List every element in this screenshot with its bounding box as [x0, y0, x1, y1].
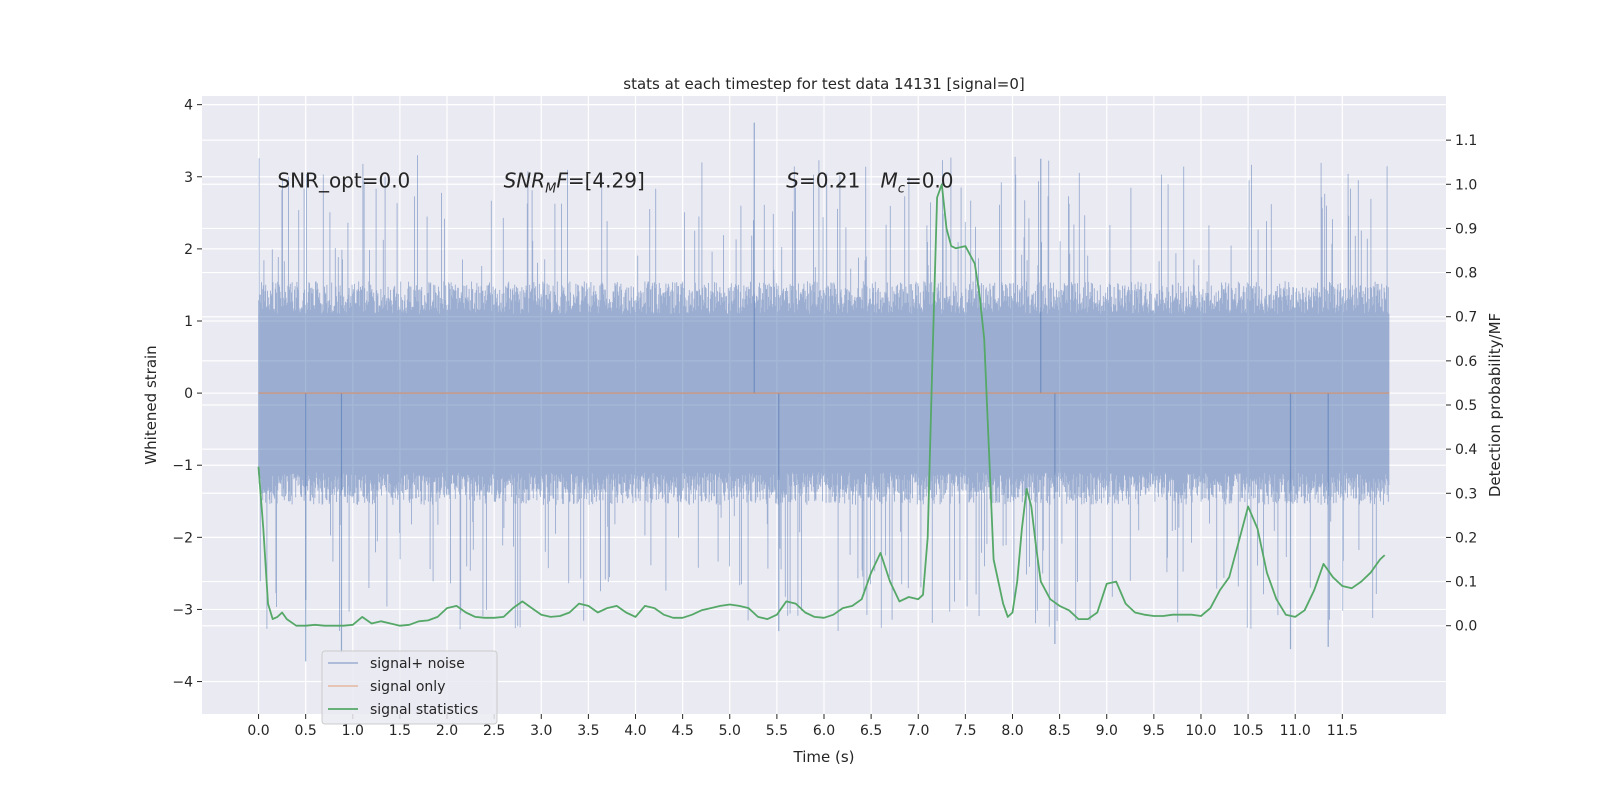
y-right-tick-label: 0.1	[1455, 575, 1477, 591]
x-tick-label: 7.5	[954, 723, 976, 739]
legend: signal+ noise signal only signal statist…	[321, 650, 498, 725]
x-tick-label: 0.5	[295, 723, 317, 739]
line-series	[257, 183, 1390, 627]
y-axis-label-left: Whitened strain	[142, 345, 160, 464]
y-left-tick-label: −3	[172, 602, 193, 618]
y-right-tick-label: 0.8	[1455, 266, 1477, 282]
x-tick-label: 6.0	[813, 723, 835, 739]
tick-labels: 0.0 0.5 1.0 1.5 2.0 2.5 3.0 3.5 4.0 4.5 5.0 5.5 6.0 6…	[172, 98, 1477, 739]
y-right-tick-label: 1.0	[1455, 177, 1477, 193]
x-tick-label: 3.0	[530, 723, 552, 739]
legend-label-signal-noise: signal+ noise	[370, 656, 465, 672]
x-tick-label: 4.0	[624, 723, 646, 739]
y-right-tick-label: 0.7	[1455, 310, 1477, 326]
y-left-tick-label: 1	[184, 314, 193, 330]
x-tick-label: 1.5	[389, 723, 411, 739]
x-tick-label: 8.5	[1048, 723, 1070, 739]
legend-label-signal-statistics: signal statistics	[370, 702, 478, 718]
x-tick-label: 3.5	[577, 723, 599, 739]
y-axis-label-right: Detection probability/MF	[1486, 313, 1504, 497]
y-right-tick-label: 1.1	[1455, 133, 1477, 149]
x-tick-label: 6.5	[860, 723, 882, 739]
y-left-tick-label: 2	[184, 242, 193, 258]
annotation-text: S=0.21	[786, 168, 860, 192]
y-left-tick-label: −1	[172, 458, 193, 474]
chart-title: stats at each timestep for test data 141…	[623, 75, 1024, 93]
annotation-text: SNRMF=[4.29]	[504, 168, 645, 196]
x-tick-label: 8.0	[1001, 723, 1023, 739]
x-tick-label: 4.5	[672, 723, 694, 739]
y-right-tick-label: 0.9	[1455, 221, 1477, 237]
x-tick-label: 0.0	[247, 723, 269, 739]
y-right-tick-label: 0.0	[1455, 619, 1477, 635]
x-tick-label: 10.0	[1185, 723, 1216, 739]
y-right-tick-label: 0.4	[1455, 442, 1477, 458]
y-right-tick-label: 0.6	[1455, 354, 1477, 370]
annotation-text: SNR_opt=0.0	[277, 168, 410, 192]
signal-statistics-line	[257, 183, 1386, 627]
y-left-tick-label: −4	[172, 675, 193, 691]
legend-box	[321, 650, 498, 725]
y-left-tick-label: −2	[172, 530, 193, 546]
x-tick-label: 5.5	[766, 723, 788, 739]
x-tick-label: 9.5	[1143, 723, 1165, 739]
x-tick-label: 5.0	[719, 723, 741, 739]
y-left-tick-label: 4	[184, 98, 193, 114]
y-left-tick-label: 3	[184, 170, 193, 186]
x-tick-label: 11.0	[1280, 723, 1311, 739]
x-axis-label: Time (s)	[793, 748, 855, 766]
x-tick-label: 2.5	[483, 723, 505, 739]
x-tick-label: 11.5	[1327, 723, 1358, 739]
y-right-tick-label: 0.2	[1455, 530, 1477, 546]
x-tick-label: 2.0	[436, 723, 458, 739]
x-tick-label: 1.0	[342, 723, 364, 739]
annotations: SNR_opt=0.0 SNRMF=[4.29] S=0.21 Mc=0.0	[277, 168, 953, 196]
legend-label-signal-only: signal only	[370, 679, 445, 695]
x-tick-label: 9.0	[1096, 723, 1118, 739]
y-right-tick-label: 0.3	[1455, 486, 1477, 502]
x-tick-label: 7.0	[907, 723, 929, 739]
annotation-text: Mc=0.0	[881, 168, 954, 196]
x-tick-label: 10.5	[1233, 723, 1264, 739]
y-right-tick-label: 0.5	[1455, 398, 1477, 414]
y-left-tick-label: 0	[184, 386, 193, 402]
